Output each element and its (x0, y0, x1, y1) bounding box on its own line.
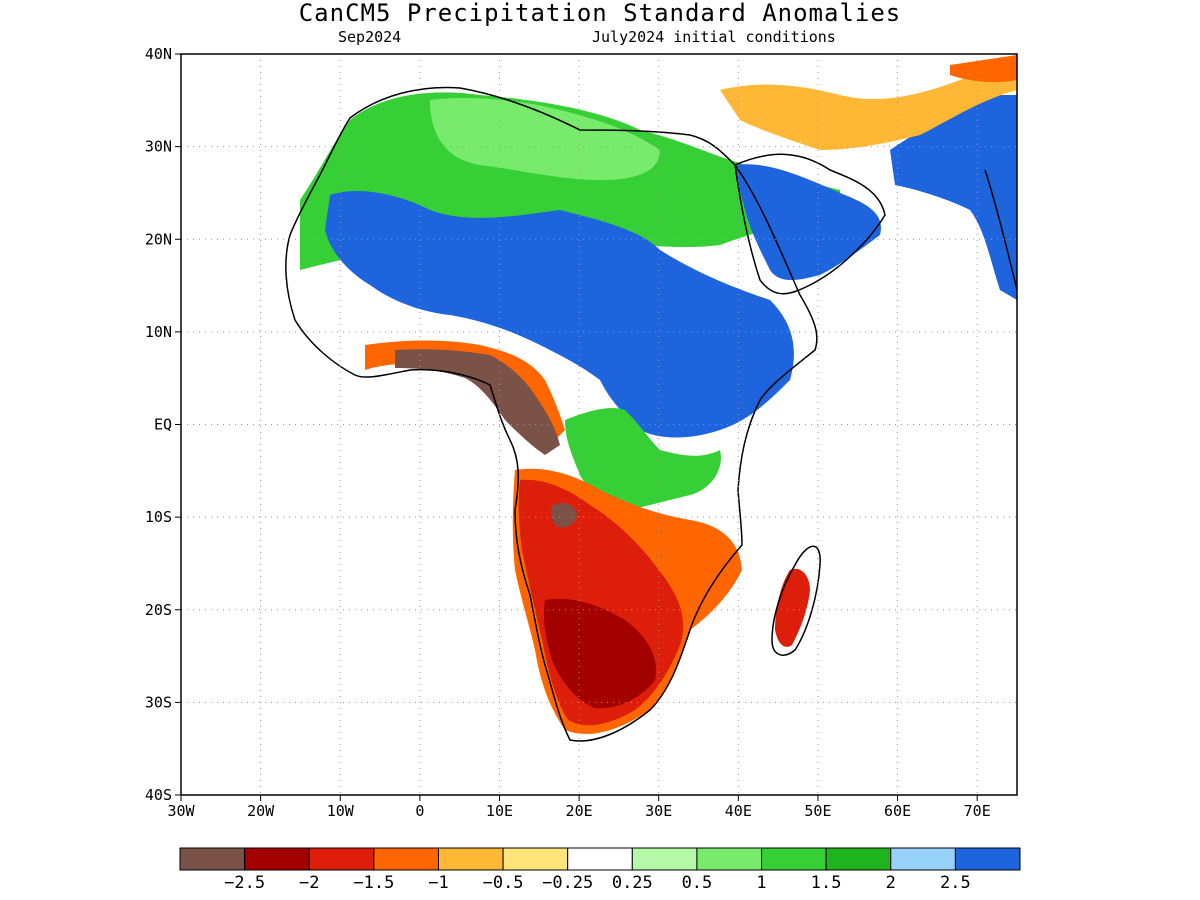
colorbar-swatch (825, 847, 892, 871)
lon-tick-label: 30E (645, 802, 672, 820)
colorbar-label: −2 (299, 873, 319, 893)
anomaly-region-sahara-light (430, 98, 660, 180)
colorbar-swatch (631, 847, 698, 871)
colorbar-swatch (890, 847, 956, 871)
lon-tick-label: 40E (725, 802, 752, 820)
anomaly-region-sahel-wet (325, 190, 794, 438)
latitude-axis: 40N 30N 20N 10N EQ 10S 20S 30S 40S (145, 45, 181, 804)
colorbar-label: −0.5 (483, 873, 524, 893)
anomaly-field (300, 55, 1017, 734)
initial-conditions: July2024 initial conditions (592, 28, 836, 46)
lat-tick-label: 10S (145, 508, 172, 526)
colorbar-swatch (696, 847, 763, 871)
madagascar-coastline (771, 545, 821, 656)
lat-tick-label: 20S (145, 601, 172, 619)
colorbar-label: 0.25 (612, 873, 653, 893)
lat-tick-label: 40S (145, 786, 172, 804)
lon-tick-label: 30W (167, 802, 195, 820)
colorbar-swatch (567, 847, 633, 871)
lon-tick-label: 60E (884, 802, 911, 820)
anomaly-region-guinea-dry (365, 340, 565, 440)
colorbar-label: 2.5 (940, 873, 971, 893)
anomaly-region-angola-core (551, 503, 577, 528)
lat-tick-label: EQ (154, 416, 172, 434)
lon-tick-label: 10E (486, 802, 513, 820)
anomaly-region-arabia-wet (735, 164, 881, 280)
map-title: CanCM5 Precipitation Standard Anomalies (298, 0, 902, 27)
colorbar-label: −1 (428, 873, 448, 893)
anomaly-region-mideast-dry (720, 60, 1017, 150)
africa-coastline (285, 86, 818, 742)
grid-lines (181, 54, 1017, 795)
anomaly-region-congo-extreme-dry (395, 349, 560, 455)
lat-tick-label: 20N (145, 230, 172, 248)
anomaly-region-caspian-dry (950, 55, 1017, 83)
lon-tick-label: 10W (327, 802, 355, 820)
colorbar-swatch (954, 847, 1021, 871)
lon-tick-label: 70E (964, 802, 991, 820)
longitude-axis: 30W 20W 10W 0 10E 20E 30E 40E 50E 60E 70E (167, 795, 991, 820)
colorbar-swatch (761, 847, 827, 871)
colorbar-label: 0.5 (682, 873, 713, 893)
lat-tick-label: 30S (145, 693, 172, 711)
lat-tick-label: 40N (145, 45, 172, 63)
lon-tick-label: 50E (804, 802, 831, 820)
lon-tick-label: 20W (247, 802, 275, 820)
lon-tick-label: 0 (415, 802, 424, 820)
lat-tick-label: 30N (145, 138, 172, 156)
india-coastline (984, 169, 1018, 291)
colorbar-label: −2.5 (224, 873, 265, 893)
colorbar-swatch (373, 847, 439, 871)
colorbar-swatch (437, 847, 504, 871)
forecast-month: Sep2024 (338, 28, 402, 46)
colorbar-label: 1 (756, 873, 766, 893)
colorbar-label: 1.5 (811, 873, 842, 893)
lat-tick-label: 10N (145, 323, 172, 341)
colorbar: −2.5 −2 −1.5 −1 −0.5 −0.25 0.25 0.5 1 1.5 2 2.5 (179, 847, 1021, 893)
colorbar-label: −1.5 (353, 873, 394, 893)
colorbar-swatch (502, 847, 569, 871)
colorbar-label: 2 (886, 873, 896, 893)
arabia-coastline (734, 153, 886, 295)
anomaly-region-kalahari-extreme (543, 598, 656, 709)
anomaly-region-madagascar-dry (775, 568, 810, 647)
colorbar-swatch (244, 847, 310, 871)
colorbar-swatch (308, 847, 375, 871)
lon-tick-label: 20E (566, 802, 593, 820)
colorbar-swatch (179, 847, 246, 871)
anomaly-region-east-africa-moist (565, 408, 721, 510)
colorbar-label: −0.25 (542, 873, 593, 893)
